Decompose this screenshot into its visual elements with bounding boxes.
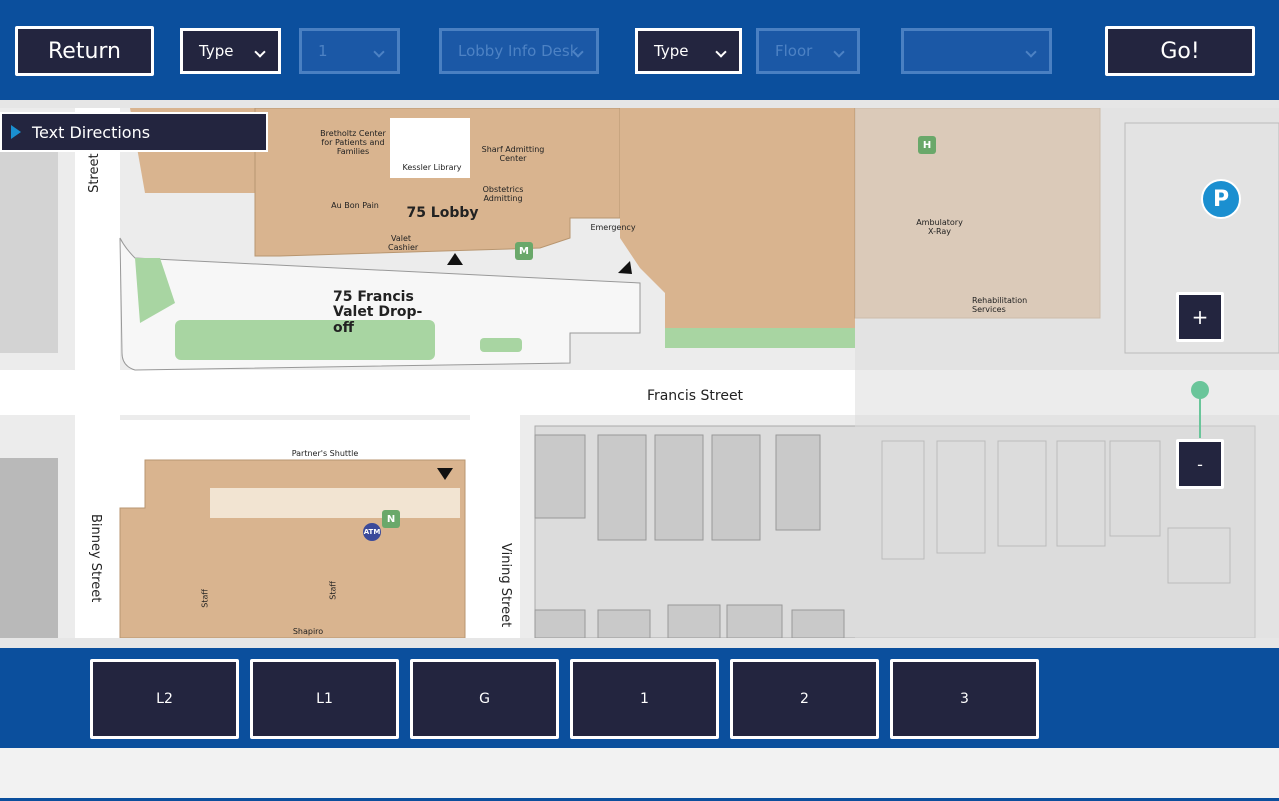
building <box>119 459 466 638</box>
map-label: Binney Street <box>88 513 104 603</box>
map-label: Obstetrics Admitting <box>482 185 524 203</box>
number-dropdown: 1 <box>299 28 400 74</box>
location-dropdown: Lobby Info Desk <box>439 28 599 74</box>
building <box>0 458 58 638</box>
map[interactable]: Bretholtz Center for Patients and Famili… <box>0 108 1279 638</box>
map-label: Sharf Admitting Center <box>481 145 545 163</box>
map-label: Au Bon Pain <box>331 201 379 210</box>
floor-button[interactable]: L2 <box>90 659 239 739</box>
floor-button[interactable]: L1 <box>250 659 399 739</box>
text-directions-panel[interactable]: Text Directions <box>0 112 268 152</box>
expand-arrow <box>11 125 21 139</box>
type-dropdown-2[interactable]: Type <box>635 28 742 74</box>
panel-title: Text Directions <box>32 122 151 142</box>
map-label: Francis Street <box>646 388 744 404</box>
separator <box>0 638 1279 648</box>
floor-button[interactable]: G <box>410 659 559 739</box>
map-label: Kessler Library <box>402 163 462 172</box>
green-area <box>665 328 855 348</box>
map-label: Vining Street <box>498 543 514 628</box>
corridor <box>210 488 460 518</box>
map-label: Valet Cashier <box>388 234 419 252</box>
building <box>0 148 58 353</box>
green-area <box>135 258 175 323</box>
map-label: Street <box>86 153 102 193</box>
map-label: H <box>918 136 936 154</box>
green-area <box>480 338 522 352</box>
map-label: N <box>382 510 400 528</box>
map-label: Ambulatory X-Ray <box>916 218 963 236</box>
return-button[interactable]: Return <box>15 26 154 76</box>
map-label: Partner's Shuttle <box>291 449 359 458</box>
floor-button[interactable]: 3 <box>890 659 1039 739</box>
map-label: Staff <box>200 589 210 608</box>
map-label: Shapiro <box>292 627 324 636</box>
map-label: Rehabilitation Services <box>972 296 1028 314</box>
street <box>470 398 520 638</box>
floor-button[interactable]: 1 <box>570 659 719 739</box>
destination-dropdown <box>901 28 1052 74</box>
zoom-slider-handle[interactable] <box>1191 381 1209 399</box>
lobby <box>390 118 470 178</box>
top-toolbar: Return Type 1 Lobby Info Desk Type Floor… <box>0 0 1279 100</box>
footer <box>0 748 1279 801</box>
map-label: ATM <box>363 523 381 541</box>
entrances <box>437 253 632 480</box>
go-button[interactable]: Go! <box>1105 26 1255 76</box>
buildings <box>534 434 845 638</box>
floor-bar: L2 L1 G 1 2 3 <box>0 648 1279 748</box>
floor-dropdown: Floor <box>756 28 860 74</box>
building <box>620 108 855 348</box>
map-label: P <box>1201 179 1241 219</box>
map-label: Staff <box>328 581 338 600</box>
map-background <box>0 108 1279 638</box>
map-label: Emergency <box>590 223 636 232</box>
map-label: 75 Lobby <box>406 205 479 221</box>
separator <box>0 100 1279 108</box>
floor-button[interactable]: 2 <box>730 659 879 739</box>
type-dropdown[interactable]: Type <box>180 28 281 74</box>
zoom-in-button[interactable]: + <box>1176 292 1224 342</box>
faded-buildings <box>881 122 1279 584</box>
zoom-out-button[interactable]: - <box>1176 439 1224 489</box>
zoom-track <box>1199 393 1201 438</box>
green-area <box>175 320 435 360</box>
map-label: 75 Francis Valet Drop-off <box>333 289 423 336</box>
map-label: M <box>515 242 533 260</box>
map-label: Bretholtz Center for Patients and Famili… <box>320 129 386 156</box>
